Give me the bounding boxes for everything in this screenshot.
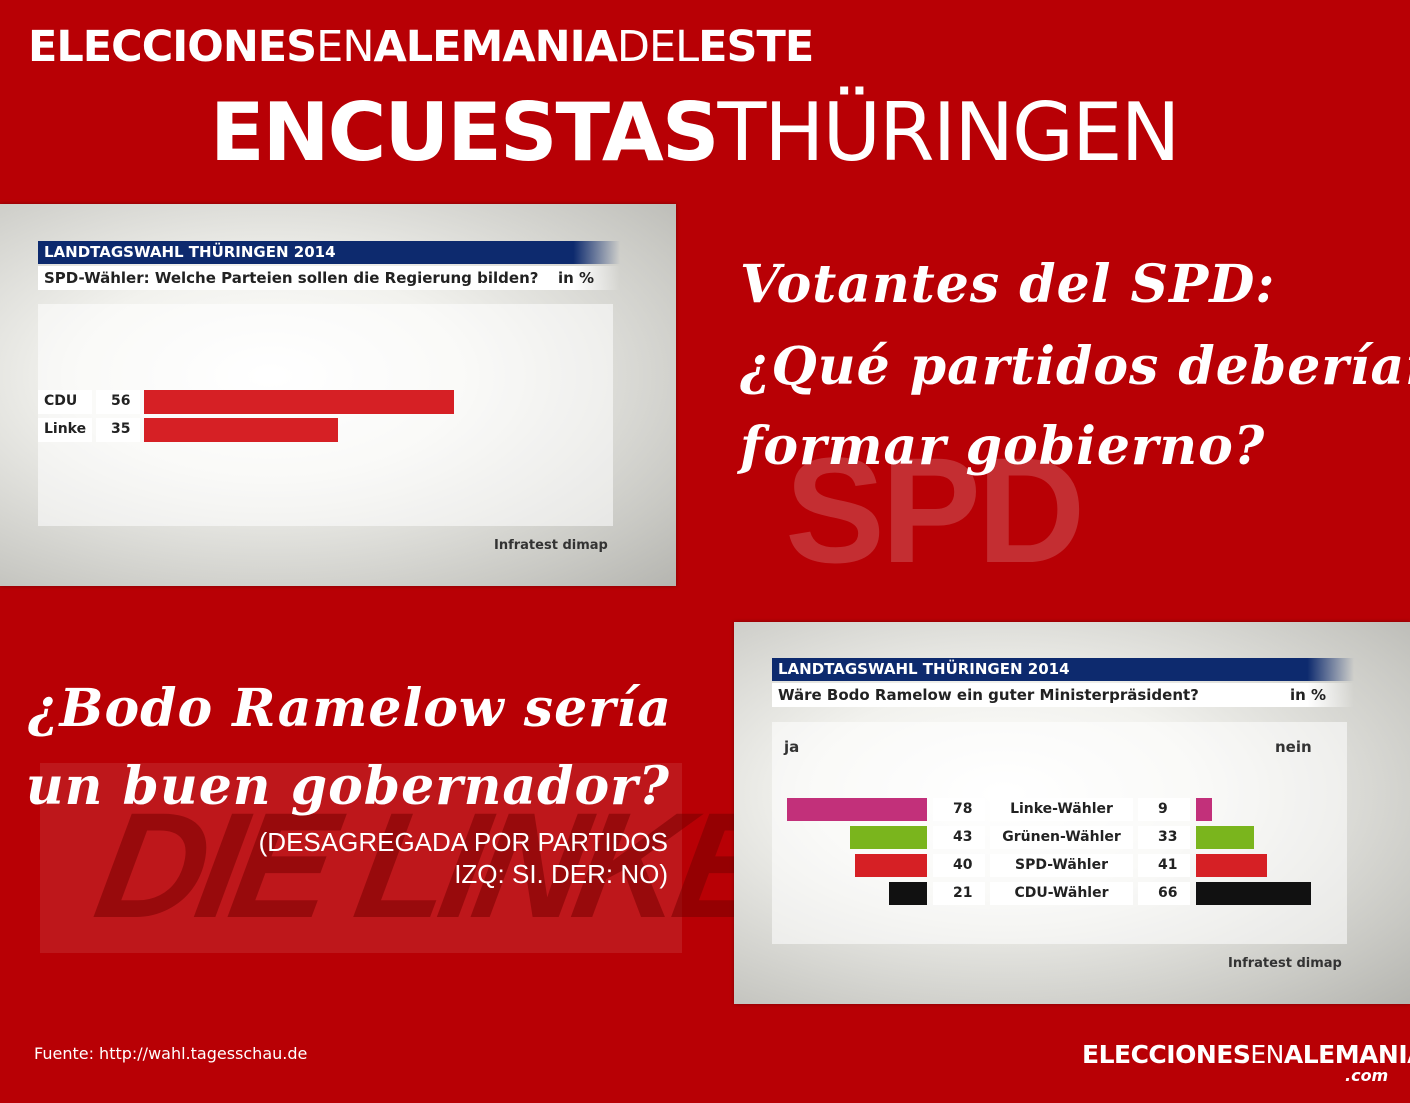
chart2-category-label: SPD-Wähler <box>990 854 1133 877</box>
chart1-title: LANDTAGSWAHL THÜRINGEN 2014 <box>38 241 620 264</box>
chart2-no-value: 66 <box>1138 882 1190 905</box>
question2-note-line-1: (DESAGREGADA POR PARTIDOS <box>258 827 668 857</box>
chart2-yes-value: 43 <box>933 826 985 849</box>
chart2-yes-value: 78 <box>933 798 985 821</box>
question2-note-line-2: IZQ: SI. DER: NO) <box>454 859 668 889</box>
spd-logo-watermark: SPD <box>785 426 1085 594</box>
chart2-no-value: 9 <box>1138 798 1190 821</box>
chart2-yes-value: 40 <box>933 854 985 877</box>
chart-panel-1: LANDTAGSWAHL THÜRINGEN 2014 SPD-Wähler: … <box>0 204 676 586</box>
chart-panel-2: LANDTAGSWAHL THÜRINGEN 2014 Wäre Bodo Ra… <box>734 622 1410 1004</box>
chart1-category-label: Linke <box>38 418 92 442</box>
chart2-yes-value: 21 <box>933 882 985 905</box>
header-word-1: ELECCIONES <box>28 22 317 72</box>
chart2-unit: in % <box>1290 686 1327 704</box>
chart2-category-label: Linke-Wähler <box>990 798 1133 821</box>
chart2-right-label: nein <box>1275 738 1312 756</box>
brand-word-2: EN <box>1250 1040 1284 1069</box>
chart2-subtitle: Wäre Bodo Ramelow ein guter Ministerpräs… <box>778 686 1199 704</box>
chart2-title: LANDTAGSWAHL THÜRINGEN 2014 <box>772 658 1354 681</box>
brand-word-1: ELECCIONES <box>1082 1040 1251 1069</box>
chart2-no-bar <box>1196 826 1254 849</box>
chart1-value-label: 35 <box>96 418 140 442</box>
source-credit: Fuente: http://wahl.tagesschau.de <box>34 1044 308 1063</box>
chart1-bar <box>144 390 454 414</box>
header-line-1: ELECCIONESENALEMANIADELESTE <box>28 22 814 72</box>
chart1-source: Infratest dimap <box>494 538 608 553</box>
question1-line-2: ¿Qué partidos deberían <box>740 336 1410 397</box>
chart2-yes-bar <box>855 854 927 877</box>
header-word-3: ALEMANIA <box>373 22 618 72</box>
chart1-subtitle: SPD-Wähler: Welche Parteien sollen die R… <box>44 269 539 287</box>
chart2-yes-bar <box>889 882 927 905</box>
chart2-subtitle-row: Wäre Bodo Ramelow ein guter Ministerpräs… <box>772 683 1354 707</box>
chart2-left-label: ja <box>784 738 800 756</box>
chart2-no-value: 33 <box>1138 826 1190 849</box>
chart1-subtitle-row: SPD-Wähler: Welche Parteien sollen die R… <box>38 266 620 290</box>
chart2-no-bar <box>1196 854 1267 877</box>
header-word-5: ESTE <box>698 22 814 72</box>
chart1-value-label: 56 <box>96 390 140 414</box>
chart1-bar <box>144 418 338 442</box>
chart2-no-value: 41 <box>1138 854 1190 877</box>
chart2-category-label: Grünen-Wähler <box>990 826 1133 849</box>
chart2-no-bar <box>1196 798 1212 821</box>
header-line-2: ENCUESTASTHÜRINGEN <box>210 86 1180 179</box>
brand-logo: ELECCIONESENALEMANIA <box>1082 1040 1410 1070</box>
chart2-yes-bar <box>787 798 927 821</box>
brand-word-3: ALEMANIA <box>1283 1040 1410 1069</box>
question2-line-2: un buen gobernador? <box>25 756 670 817</box>
question2-line-1: ¿Bodo Ramelow sería <box>28 678 672 739</box>
question1-line-1: Votantes del SPD: <box>740 254 1276 315</box>
chart1-rows: CDU 56 Linke 35 <box>38 390 613 450</box>
chart2-no-bar <box>1196 882 1311 905</box>
chart1-category-label: CDU <box>38 390 92 414</box>
chart1-unit: in % <box>558 269 595 287</box>
header-word-4: DEL <box>616 22 699 72</box>
chart2-category-label: CDU-Wähler <box>990 882 1133 905</box>
header-title-bold: ENCUESTAS <box>210 86 719 179</box>
header-word-2: EN <box>316 22 374 72</box>
chart2-rows: 78 Linke-Wähler 9 43 Grünen-Wähler 33 40 SPD-Wä… <box>734 798 1410 912</box>
chart2-source: Infratest dimap <box>1228 956 1342 971</box>
chart2-yes-bar <box>850 826 927 849</box>
header-title-normal: THÜRINGEN <box>717 86 1180 179</box>
chart1-body <box>38 304 613 526</box>
linke-logo-background <box>40 763 682 953</box>
question1-line-3: formar gobierno? <box>740 416 1266 477</box>
brand-suffix: .com <box>1345 1066 1389 1085</box>
